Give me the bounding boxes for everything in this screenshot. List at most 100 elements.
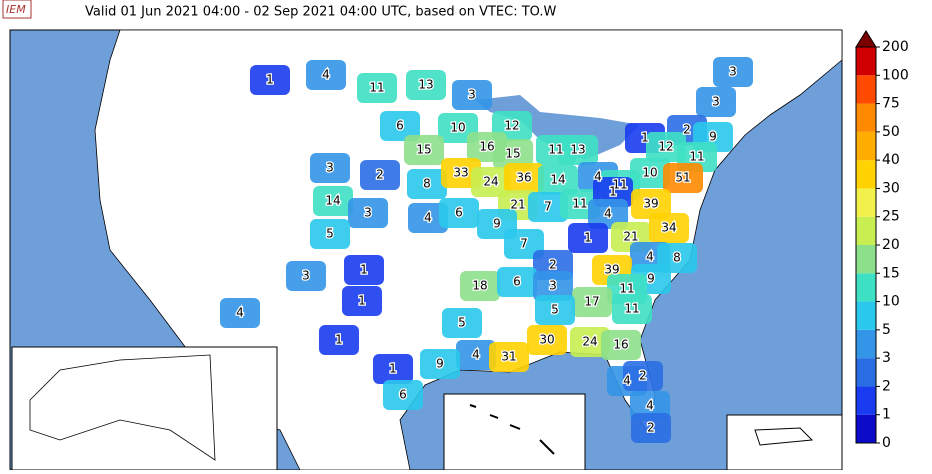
region-label: 16 [479,140,494,154]
region [439,198,479,228]
region [344,255,384,285]
colorbar-label: 50 [882,124,900,140]
region [533,271,573,301]
region-label: 9 [647,272,655,286]
region [646,132,686,162]
region-label: 11 [572,197,587,211]
region [535,295,575,325]
region [456,340,496,370]
region [460,271,500,301]
colorbar-label: 5 [882,322,891,338]
region [504,229,544,259]
region [342,286,382,316]
colorbar-label: 3 [882,350,891,366]
colorbar-segment [856,160,876,189]
colorbar-label: 40 [882,152,900,168]
region-label: 13 [418,78,433,92]
region-label: 4 [236,306,244,320]
region-label: 12 [658,140,673,154]
colorbar-label: 75 [882,96,900,112]
region-label: 1 [609,185,617,199]
colorbar-segment [856,386,876,415]
region-label: 8 [423,177,431,191]
region-label: 15 [505,147,520,161]
region [286,261,326,291]
region-label: 6 [399,388,407,402]
puerto-rico-outline [754,427,814,446]
region-label: 1 [389,362,397,376]
region [623,361,663,391]
subtitle: Valid 01 Jun 2021 04:00 - 02 Sep 2021 04… [85,5,556,20]
region [250,65,290,95]
region [319,325,359,355]
region-label: 4 [594,170,602,184]
region-label: 1 [358,294,366,308]
region-label: 33 [453,166,468,180]
region [570,327,610,357]
region-label: 4 [646,399,654,413]
colorbar-label: 200 [882,39,909,55]
region [572,287,612,317]
colorbar-segment [856,216,876,245]
region-label: 36 [516,171,531,185]
region [538,165,578,195]
colorbar-label: 2 [882,378,891,394]
alaska-inset [11,346,278,471]
region-label: 3 [712,95,720,109]
colorbar-segment [856,131,876,161]
region-label: 2 [639,369,647,383]
region [313,186,353,216]
region-label: 11 [369,81,384,95]
region-label: 3 [302,269,310,283]
region-label: 13 [570,143,585,157]
colorbar-label: 20 [882,237,900,253]
region-label: 11 [689,150,704,164]
region-label: 9 [436,357,444,371]
region-label: 21 [510,198,525,212]
region [471,167,511,197]
colorbar-label: 0 [882,435,891,451]
regions [220,57,753,443]
region-label: 34 [661,221,676,235]
region-label: 3 [549,279,557,293]
region [310,153,350,183]
region [380,111,420,141]
region-label: 4 [604,207,612,221]
region [528,192,568,222]
region-label: 2 [549,258,557,272]
region-label: 24 [483,175,498,189]
region-label: 3 [326,161,334,175]
region [663,163,703,193]
region-label: 11 [612,178,627,192]
region [348,198,388,228]
region [360,160,400,190]
region-label: 4 [646,250,654,264]
region-label: 31 [501,350,516,364]
colorbar-label: 15 [882,265,900,281]
region-label: 11 [619,282,634,296]
region-label: 7 [544,200,552,214]
region [631,189,671,219]
region [489,342,529,372]
region-label: 39 [643,197,658,211]
region [442,308,482,338]
region-label: 18 [472,279,487,293]
colorbar-segment [856,358,876,387]
colorbar-segment [856,301,876,330]
region [649,213,689,243]
region [630,158,670,188]
colorbar-label: 30 [882,180,900,196]
region [220,298,260,328]
region-label: 4 [472,348,480,362]
region [713,57,753,87]
colorbar-label: 25 [882,209,900,225]
region [558,135,598,165]
region [310,219,350,249]
region-label: 39 [604,263,619,277]
region [527,325,567,355]
region-label: 4 [424,211,432,225]
region-label: 16 [613,338,628,352]
region-label: 14 [550,173,565,187]
